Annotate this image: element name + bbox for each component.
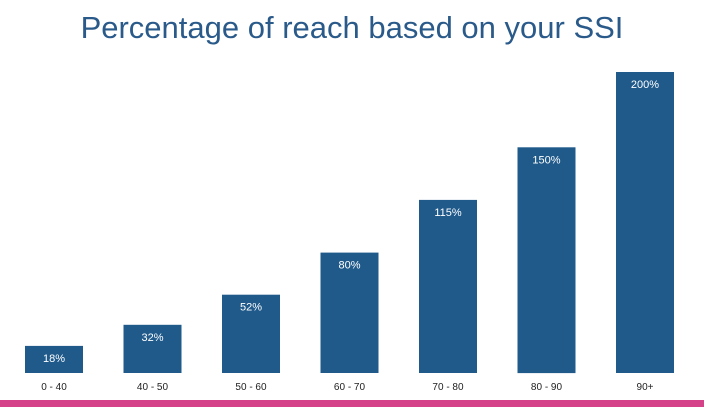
bar-value-label: 115% [434,207,462,219]
x-tick-label: 60 - 70 [334,382,366,393]
bar-value-label: 150% [532,154,560,166]
x-tick-label: 90+ [637,382,654,393]
bar-0-40 [25,345,83,373]
chart-title: Percentage of reach based on your SSI [80,10,624,45]
bar-70-80 [419,199,477,373]
bar-50-60 [222,294,280,373]
x-tick-label: 0 - 40 [41,382,67,393]
x-tick-label: 50 - 60 [235,382,267,393]
bar-80-90 [517,147,576,374]
bar-value-label: 52% [240,302,262,314]
bottom-accent-bar [0,400,704,407]
bar-value-label: 200% [631,79,659,91]
x-tick-label: 40 - 50 [137,382,169,393]
bar-60-70 [320,252,379,373]
x-tick-label: 80 - 90 [531,382,563,393]
bar-90+ [616,72,674,373]
bar-value-label: 32% [141,332,163,344]
bar-value-label: 80% [338,260,360,272]
x-tick-label: 70 - 80 [432,382,464,393]
bar-40-50 [123,324,182,373]
bar-value-label: 18% [43,353,65,365]
